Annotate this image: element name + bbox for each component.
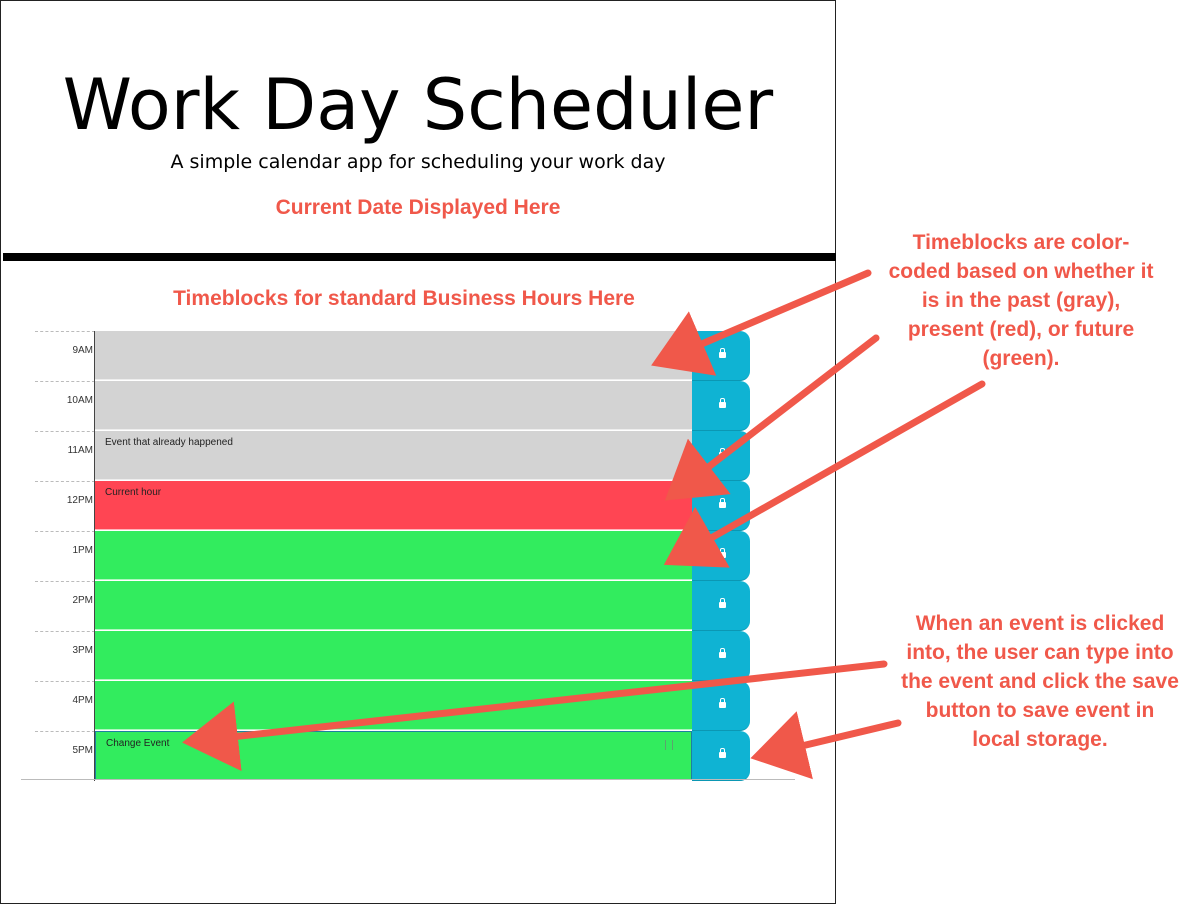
event-text: Change Event [106, 738, 169, 749]
save-button[interactable] [692, 531, 750, 581]
save-button[interactable] [692, 381, 750, 431]
hour-label: 12PM [35, 481, 95, 531]
event-textarea[interactable] [95, 381, 692, 430]
event-textarea[interactable]: Event that already happened [95, 431, 692, 480]
timeblock-row: 1PM [35, 531, 795, 581]
timeblock-row: 9AM [35, 331, 795, 381]
save-button[interactable] [692, 581, 750, 631]
hour-label: 2PM [35, 581, 95, 631]
lock-icon [719, 652, 726, 658]
save-button[interactable] [692, 631, 750, 681]
page-title: Work Day Scheduler [1, 63, 835, 147]
lock-icon [719, 352, 726, 358]
header-divider [3, 253, 836, 261]
hour-label: 11AM [35, 431, 95, 481]
timeblock-row: 12PM Current hour [35, 481, 795, 531]
event-textarea[interactable] [95, 581, 692, 630]
timeblock-row: 2PM [35, 581, 795, 631]
timeblock-row: 11AM Event that already happened [35, 431, 795, 481]
event-textarea[interactable]: Current hour [95, 481, 692, 530]
lock-icon [719, 602, 726, 608]
lock-icon [719, 552, 726, 558]
hour-label: 9AM [35, 331, 95, 381]
timeblocks-heading: Timeblocks for standard Business Hours H… [1, 287, 807, 311]
app-frame: Work Day Scheduler A simple calendar app… [0, 0, 836, 904]
lock-icon [719, 752, 726, 758]
lock-icon [719, 452, 726, 458]
event-textarea[interactable] [95, 331, 692, 380]
page-subtitle: A simple calendar app for scheduling you… [1, 151, 835, 173]
save-button[interactable] [692, 481, 750, 531]
hour-label: 5PM [35, 731, 95, 781]
save-button[interactable] [692, 731, 750, 781]
hour-label: 3PM [35, 631, 95, 681]
resize-handle-icon[interactable] [665, 740, 673, 750]
timeblock-row: 10AM [35, 381, 795, 431]
hour-label: 4PM [35, 681, 95, 731]
hour-label: 1PM [35, 531, 95, 581]
save-button[interactable] [692, 331, 750, 381]
lock-icon [719, 402, 726, 408]
current-date: Current Date Displayed Here [1, 196, 835, 220]
save-button[interactable] [692, 681, 750, 731]
event-textarea[interactable] [95, 531, 692, 580]
lock-icon [719, 502, 726, 508]
save-button[interactable] [692, 431, 750, 481]
color-coding-note: Timeblocks are color-coded based on whet… [886, 228, 1156, 373]
schedule-baseline [21, 779, 795, 780]
event-textarea[interactable]: Change Event [95, 731, 692, 780]
save-event-note: When an event is clicked into, the user … [900, 609, 1180, 754]
timeblock-row: 4PM [35, 681, 795, 731]
timeblock-row: 3PM [35, 631, 795, 681]
lock-icon [719, 702, 726, 708]
event-textarea[interactable] [95, 681, 692, 730]
hour-label: 10AM [35, 381, 95, 431]
event-textarea[interactable] [95, 631, 692, 680]
timeblock-row: 5PM Change Event [35, 731, 795, 781]
